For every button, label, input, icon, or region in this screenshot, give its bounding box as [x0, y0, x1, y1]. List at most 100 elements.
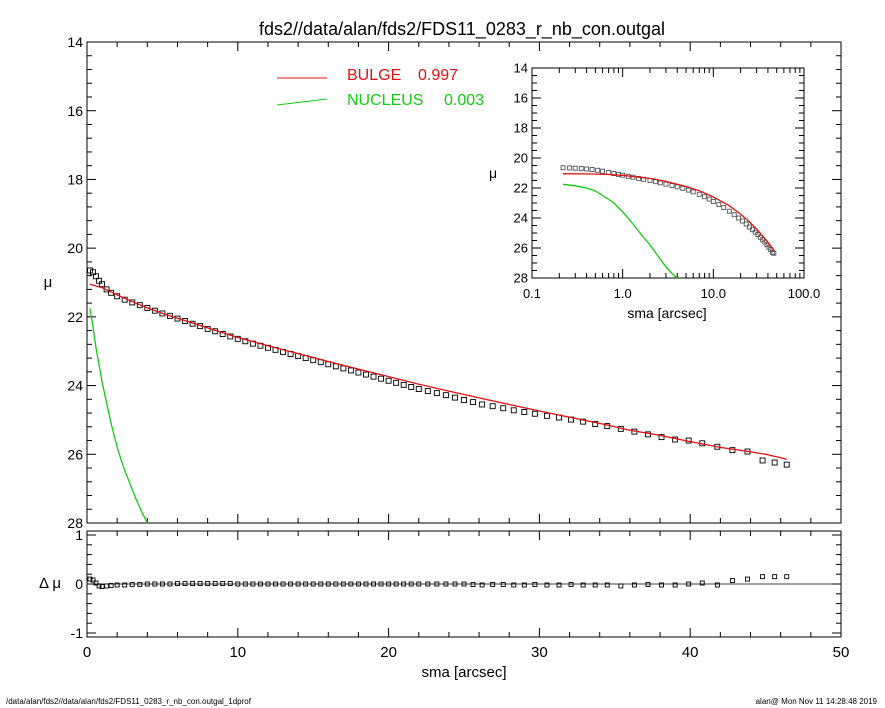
residual-data-point — [408, 581, 414, 587]
residual-data-point — [772, 574, 778, 580]
residual-data-point — [386, 581, 392, 587]
inset-x-tick-label: 1.0 — [614, 286, 632, 301]
inset-x-ticks: 0.1 1.0 10.0 100.0 — [523, 68, 820, 301]
main-data-point — [144, 304, 151, 311]
main-y-tick-label: 22 — [67, 309, 83, 325]
residual-data-point — [618, 583, 624, 589]
residual-data-point — [378, 581, 384, 587]
inset-y-tick-label: 26 — [514, 241, 528, 256]
main-data-point — [378, 375, 385, 382]
residual-data-point — [371, 581, 376, 587]
residual-data-point — [205, 581, 211, 586]
main-data-point — [489, 403, 496, 410]
inset-data-point — [771, 250, 777, 256]
inset-data-point — [740, 218, 745, 224]
residual-data-point — [175, 581, 180, 586]
inset-data-point — [746, 224, 752, 230]
main-data-point — [99, 281, 106, 288]
residual-x-tick-label: 50 — [833, 644, 850, 661]
residual-x-tick-label: 30 — [531, 644, 548, 661]
residual-data-point — [452, 581, 458, 587]
residual-data-point — [303, 581, 309, 587]
main-bulge-line — [89, 283, 787, 461]
residual-data-point — [250, 581, 256, 587]
residual-data-point — [310, 581, 316, 587]
legend-nucleus-name: NUCLEUS — [347, 92, 423, 109]
inset-y-tick-label: 14 — [514, 61, 528, 76]
residual-data-point — [333, 581, 339, 587]
legend-bulge-value: 0.997 — [418, 67, 458, 84]
residual-data-point — [167, 581, 173, 587]
residual-data-point — [220, 581, 226, 586]
residual-data-point — [479, 582, 485, 588]
residual-data-point — [500, 582, 506, 587]
residual-y-tick-label: -1 — [71, 625, 84, 641]
residual-data-point — [280, 581, 286, 587]
residual-data-point — [592, 582, 598, 588]
inset-y-tick-label: 18 — [514, 121, 528, 136]
inset-data-point — [749, 227, 755, 233]
legend: BULGE 0.997 NUCLEUS 0.003 — [276, 67, 484, 109]
inset-data-point — [731, 212, 737, 218]
inset-data-point — [696, 191, 702, 197]
residual-x-tick-label: 40 — [682, 644, 699, 661]
residual-data-point — [137, 582, 143, 587]
chart-title: fds2//data/alan/fds2/FDS11_0283_r_nb_con… — [259, 19, 665, 40]
main-data-point — [355, 369, 362, 376]
inset-data-point — [743, 221, 749, 227]
residual-data-point — [699, 580, 705, 586]
inset-y-ticks: 14 16 18 20 22 24 26 28 — [514, 61, 804, 286]
residual-data-point — [340, 581, 346, 587]
residual-data-point — [521, 582, 527, 588]
main-data-point — [385, 377, 392, 384]
main-data-point — [433, 390, 440, 397]
residual-data-point — [348, 581, 354, 587]
residual-data-point — [729, 578, 735, 584]
main-y-tick-label: 14 — [67, 34, 83, 50]
inset-data-point — [584, 166, 590, 172]
residual-data-point — [318, 581, 324, 587]
main-data-point — [461, 397, 467, 403]
residual-data-point — [288, 581, 294, 587]
main-data-point — [96, 277, 103, 284]
residual-data-point — [152, 581, 158, 587]
residual-data-point — [122, 582, 128, 588]
main-data-point — [521, 409, 528, 415]
residual-data-point — [257, 581, 263, 587]
inset-data-point — [736, 215, 742, 221]
residual-data-point — [212, 581, 218, 586]
inset-data-point — [636, 175, 642, 181]
residual-data-point — [90, 577, 96, 583]
residual-x-axis-label: sma [arcsec] — [421, 664, 506, 681]
inset-series — [560, 165, 777, 279]
residual-data-point — [580, 582, 586, 588]
footer-user-timestamp: alan@ Mon Nov 11 14:28:48 2019 — [755, 697, 877, 706]
main-data-point — [93, 273, 99, 280]
main-data-point — [580, 418, 587, 425]
main-data-point — [442, 392, 449, 399]
main-data-point — [771, 459, 778, 466]
residual-data-point — [227, 581, 233, 586]
residual-data-point — [760, 574, 766, 580]
inset-data-point — [589, 167, 595, 173]
residual-data-point — [93, 580, 99, 586]
inset-data-point — [721, 205, 727, 210]
inset-data-point — [578, 166, 584, 171]
residual-y-tick-label: 0 — [75, 576, 83, 592]
residual-data-point — [645, 582, 651, 587]
inset-bulge-line — [562, 173, 775, 251]
residual-data-point — [784, 574, 790, 580]
residual-x-tick-label: 20 — [380, 644, 397, 661]
inset-nucleus-line — [562, 183, 678, 279]
inset-background — [528, 65, 805, 280]
inset-data-point — [690, 189, 696, 195]
main-data-point — [363, 371, 369, 378]
residual-data-point — [714, 582, 720, 588]
main-panel: 14 16 18 20 22 24 26 28 μ BULGE 0.997 NUCLEUS 0… — [44, 34, 842, 531]
residual-x-ticks: 0 10 20 30 40 50 — [83, 531, 850, 661]
residual-x-tick-label: 10 — [229, 644, 246, 661]
residual-data-point — [96, 583, 102, 589]
residual-data-point — [99, 584, 105, 589]
residual-data-point — [265, 581, 271, 587]
inset-y-tick-label: 16 — [514, 91, 528, 106]
